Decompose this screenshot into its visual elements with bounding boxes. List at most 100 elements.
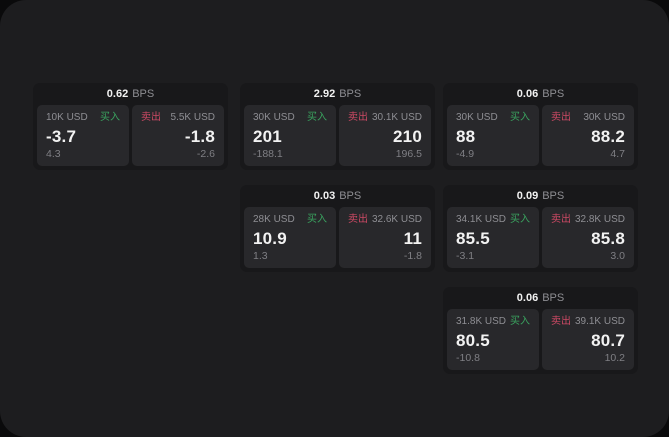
- buy-sub-value: -188.1: [253, 148, 283, 160]
- buy-label: 买入: [307, 214, 327, 225]
- buy-panel[interactable]: 34.1K USD 买入 85.5 -3.1: [447, 207, 539, 268]
- buy-sub-value: 4.3: [46, 148, 61, 160]
- buy-sub-value: -3.1: [456, 250, 475, 262]
- sell-price: -1.8: [184, 126, 215, 146]
- sell-label: 卖出: [551, 214, 571, 225]
- buy-amount: 28K USD: [253, 214, 295, 225]
- spread-header: 0.62 BPS: [33, 83, 228, 105]
- sell-amount: 30.1K USD: [371, 112, 422, 123]
- buy-sub-value: 1.3: [253, 250, 268, 262]
- quote-card: 0.09 BPS 34.1K USD 买入 85.5 -3.1 卖出 32.8K…: [443, 185, 638, 272]
- quote-body: 30K USD 买入 201 -188.1 卖出 30.1K USD 210 1…: [240, 105, 435, 170]
- buy-panel-header: 30K USD 买入: [456, 112, 530, 124]
- buy-price: -3.7: [46, 126, 77, 146]
- buy-label: 买入: [510, 112, 530, 123]
- buy-price: 80.5: [456, 330, 490, 350]
- buy-panel-header: 10K USD 买入: [46, 112, 120, 124]
- sell-sub-value: 4.7: [610, 148, 625, 160]
- spread-value: 0.03: [313, 190, 336, 202]
- sell-price: 210: [393, 126, 422, 146]
- bps-unit-label: BPS: [542, 88, 565, 100]
- sell-panel[interactable]: 卖出 30K USD 88.2 4.7: [542, 105, 634, 166]
- bps-unit-label: BPS: [339, 190, 362, 202]
- buy-price: 85.5: [456, 228, 490, 248]
- spread-value: 0.09: [516, 190, 539, 202]
- sell-panel[interactable]: 卖出 30.1K USD 210 196.5: [339, 105, 431, 166]
- spread-header: 2.92 BPS: [240, 83, 435, 105]
- sell-panel[interactable]: 卖出 39.1K USD 80.7 10.2: [542, 309, 634, 370]
- buy-panel-header: 31.8K USD 买入: [456, 316, 530, 328]
- buy-sub-value: -4.9: [456, 148, 475, 160]
- sell-amount: 30K USD: [583, 112, 625, 123]
- buy-panel[interactable]: 28K USD 买入 10.9 1.3: [244, 207, 336, 268]
- spread-header: 0.06 BPS: [443, 83, 638, 105]
- buy-panel[interactable]: 30K USD 买入 201 -188.1: [244, 105, 336, 166]
- sell-sub-value: -2.6: [196, 148, 215, 160]
- quote-body: 31.8K USD 买入 80.5 -10.8 卖出 39.1K USD 80.…: [443, 309, 638, 374]
- sell-amount: 32.8K USD: [574, 214, 625, 225]
- buy-amount: 30K USD: [456, 112, 498, 123]
- sell-panel[interactable]: 卖出 32.8K USD 85.8 3.0: [542, 207, 634, 268]
- sell-price: 88.2: [591, 126, 625, 146]
- buy-panel-header: 28K USD 买入: [253, 214, 327, 226]
- spread-header: 0.09 BPS: [443, 185, 638, 207]
- quote-body: 28K USD 买入 10.9 1.3 卖出 32.6K USD 11 -1.8: [240, 207, 435, 272]
- buy-sub-value: -10.8: [456, 352, 480, 364]
- sell-panel[interactable]: 卖出 5.5K USD -1.8 -2.6: [132, 105, 224, 166]
- bps-unit-label: BPS: [132, 88, 155, 100]
- sell-label: 卖出: [348, 112, 368, 123]
- quote-card: 0.06 BPS 30K USD 买入 88 -4.9 卖出 30K USD 8…: [443, 83, 638, 170]
- buy-label: 买入: [100, 112, 120, 123]
- sell-label: 卖出: [551, 316, 571, 327]
- buy-price: 201: [253, 126, 282, 146]
- buy-panel-header: 30K USD 买入: [253, 112, 327, 124]
- sell-panel-header: 卖出 30.1K USD: [348, 112, 422, 124]
- buy-price: 10.9: [253, 228, 287, 248]
- sell-amount: 5.5K USD: [170, 112, 215, 123]
- quote-body: 30K USD 买入 88 -4.9 卖出 30K USD 88.2 4.7: [443, 105, 638, 170]
- buy-label: 买入: [510, 214, 530, 225]
- spread-value: 0.06: [516, 292, 539, 304]
- buy-amount: 10K USD: [46, 112, 88, 123]
- buy-panel-header: 34.1K USD 买入: [456, 214, 530, 226]
- buy-price: 88: [456, 126, 476, 146]
- sell-label: 卖出: [348, 214, 368, 225]
- sell-panel-header: 卖出 5.5K USD: [141, 112, 215, 124]
- bps-unit-label: BPS: [542, 190, 565, 202]
- buy-amount: 34.1K USD: [456, 214, 507, 225]
- sell-panel[interactable]: 卖出 32.6K USD 11 -1.8: [339, 207, 431, 268]
- quote-body: 34.1K USD 买入 85.5 -3.1 卖出 32.8K USD 85.8…: [443, 207, 638, 272]
- spread-value: 0.62: [106, 88, 129, 100]
- buy-amount: 30K USD: [253, 112, 295, 123]
- buy-panel[interactable]: 10K USD 买入 -3.7 4.3: [37, 105, 129, 166]
- spread-value: 2.92: [313, 88, 336, 100]
- sell-panel-header: 卖出 32.6K USD: [348, 214, 422, 226]
- sell-price: 85.8: [591, 228, 625, 248]
- spread-header: 0.06 BPS: [443, 287, 638, 309]
- quote-card: 0.03 BPS 28K USD 买入 10.9 1.3 卖出 32.6K US…: [240, 185, 435, 272]
- bps-unit-label: BPS: [339, 88, 362, 100]
- sell-label: 卖出: [551, 112, 571, 123]
- buy-label: 买入: [307, 112, 327, 123]
- sell-panel-header: 卖出 39.1K USD: [551, 316, 625, 328]
- sell-panel-header: 卖出 32.8K USD: [551, 214, 625, 226]
- sell-panel-header: 卖出 30K USD: [551, 112, 625, 124]
- quote-card: 0.62 BPS 10K USD 买入 -3.7 4.3 卖出 5.5K USD…: [33, 83, 228, 170]
- spread-value: 0.06: [516, 88, 539, 100]
- sell-price: 11: [403, 228, 422, 248]
- buy-panel[interactable]: 31.8K USD 买入 80.5 -10.8: [447, 309, 539, 370]
- sell-sub-value: 196.5: [395, 148, 422, 160]
- sell-amount: 39.1K USD: [574, 316, 625, 327]
- sell-sub-value: 3.0: [610, 250, 625, 262]
- sell-sub-value: -1.8: [403, 250, 422, 262]
- buy-label: 买入: [510, 316, 530, 327]
- quote-card: 0.06 BPS 31.8K USD 买入 80.5 -10.8 卖出 39.1…: [443, 287, 638, 374]
- quote-card: 2.92 BPS 30K USD 买入 201 -188.1 卖出 30.1K …: [240, 83, 435, 170]
- sell-label: 卖出: [141, 112, 161, 123]
- sell-sub-value: 10.2: [604, 352, 625, 364]
- bps-unit-label: BPS: [542, 292, 565, 304]
- buy-amount: 31.8K USD: [456, 316, 507, 327]
- sell-amount: 32.6K USD: [371, 214, 422, 225]
- buy-panel[interactable]: 30K USD 买入 88 -4.9: [447, 105, 539, 166]
